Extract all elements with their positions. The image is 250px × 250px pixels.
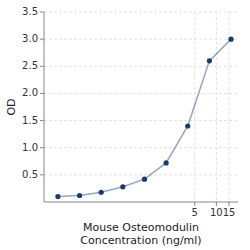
y-axis-line	[44, 12, 45, 202]
point	[228, 37, 233, 42]
tick-label-y: 3.0	[22, 33, 38, 44]
tick-x	[216, 202, 217, 206]
point	[142, 177, 147, 182]
tick-y	[40, 147, 44, 148]
grid	[44, 12, 238, 202]
tick-x	[194, 202, 195, 206]
point	[164, 160, 169, 165]
point	[207, 58, 212, 63]
tick-x	[229, 202, 230, 206]
point	[77, 193, 82, 198]
axes: 0.5 1.0 1.5 2.0 2.5 3.0 3.5 5 1015	[22, 6, 238, 218]
tick-y	[40, 12, 44, 13]
grid-line-y	[44, 120, 238, 121]
plot-area	[55, 37, 233, 200]
point	[55, 194, 60, 199]
grid-line-y	[44, 147, 238, 148]
grid-line-y	[44, 39, 238, 40]
tick-y	[40, 66, 44, 67]
grid-line-x	[216, 12, 217, 202]
tick-y	[40, 174, 44, 175]
grid-line-y	[44, 12, 238, 13]
tick-label-y: 3.5	[22, 6, 38, 17]
tick-label-y: 2.0	[22, 87, 38, 98]
tick-y	[40, 120, 44, 121]
tick-label-y: 1.0	[22, 142, 38, 153]
point	[185, 123, 190, 128]
point	[120, 184, 125, 189]
x-axis-label: Mouse OsteomodulinConcentration (ng/ml)	[80, 221, 201, 247]
y-axis-label: OD	[5, 98, 18, 115]
tick-label-y: 0.5	[22, 169, 38, 180]
tick-y	[40, 39, 44, 40]
chart: 0.5 1.0 1.5 2.0 2.5 3.0 3.5 5 1015 Mouse Osteomod…	[0, 0, 250, 250]
x-axis-line	[44, 202, 238, 203]
grid-line-y	[44, 66, 238, 67]
line	[58, 39, 231, 196]
tick-label-y: 2.5	[22, 60, 38, 71]
grid-line-y	[44, 93, 238, 94]
tick-label-y: 1.5	[22, 115, 38, 126]
tick-label-x: 10	[210, 207, 223, 218]
tick-label-x: 5	[192, 207, 198, 218]
grid-line-y	[44, 174, 238, 175]
point	[99, 190, 104, 195]
tick-label-x: 15	[223, 207, 236, 218]
tick-y	[40, 93, 44, 94]
